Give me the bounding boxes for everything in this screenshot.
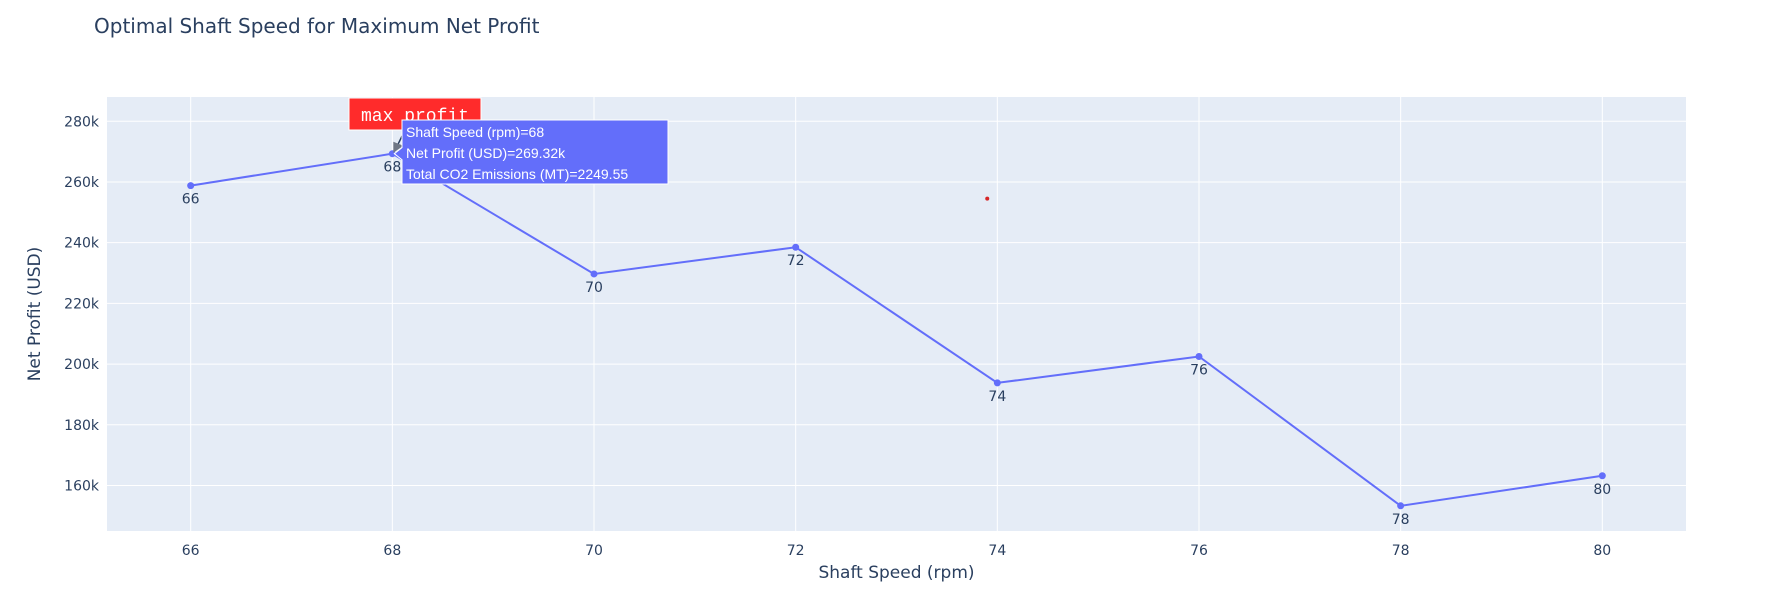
axis-ticks: 66 68 70 72 74 76 78 80 160k 180k 200k 220k 240k 260k… [64,114,1611,559]
y-tick-label: 220k [64,296,100,312]
y-tick-label: 200k [64,357,100,373]
x-tick-label: 80 [1593,543,1611,559]
y-tick-label: 260k [64,175,100,191]
point-labels: 66 68 70 72 74 76 78 80 [182,160,1611,528]
y-tick-label: 240k [64,236,100,252]
data-point[interactable] [1397,502,1405,510]
y-axis-title: Net Profit (USD) [25,247,45,382]
data-point[interactable] [187,182,195,190]
data-point[interactable] [993,379,1001,387]
data-point[interactable] [1598,472,1606,480]
data-point[interactable] [590,270,598,278]
hover-tooltip: Shaft Speed (rpm)=68 Net Profit (USD)=269… [393,119,669,185]
x-tick-label: 78 [1392,543,1410,559]
x-tick-label: 76 [1190,543,1208,559]
data-label: 68 [383,160,401,176]
extra-point [985,196,990,201]
hover-line: Total CO2 Emissions (MT)=2249.55 [406,166,628,182]
hover-line: Net Profit (USD)=269.32k [406,145,566,161]
chart-title: Optimal Shaft Speed for Maximum Net Prof… [94,14,540,38]
x-tick-label: 74 [988,543,1006,559]
data-label: 70 [585,280,603,296]
data-label: 66 [182,192,200,208]
x-axis-title: Shaft Speed (rpm) [818,563,974,583]
hover-box [393,119,669,185]
data-label: 80 [1593,482,1611,498]
x-tick-label: 72 [787,543,805,559]
data-label: 76 [1190,362,1208,378]
x-tick-label: 68 [383,543,401,559]
annotation-arrowhead [393,141,404,153]
hover-line: Shaft Speed (rpm)=68 [406,124,544,140]
x-tick-label: 66 [182,543,200,559]
x-tick-label: 70 [585,543,603,559]
markers-layer[interactable] [187,150,1606,510]
data-point[interactable] [1195,352,1203,360]
y-tick-label: 180k [64,418,100,434]
data-point[interactable] [792,243,800,251]
data-label: 72 [787,253,805,269]
data-label: 74 [988,389,1006,405]
data-label: 78 [1392,512,1410,528]
y-tick-label: 280k [64,114,100,130]
y-tick-label: 160k [64,478,100,494]
